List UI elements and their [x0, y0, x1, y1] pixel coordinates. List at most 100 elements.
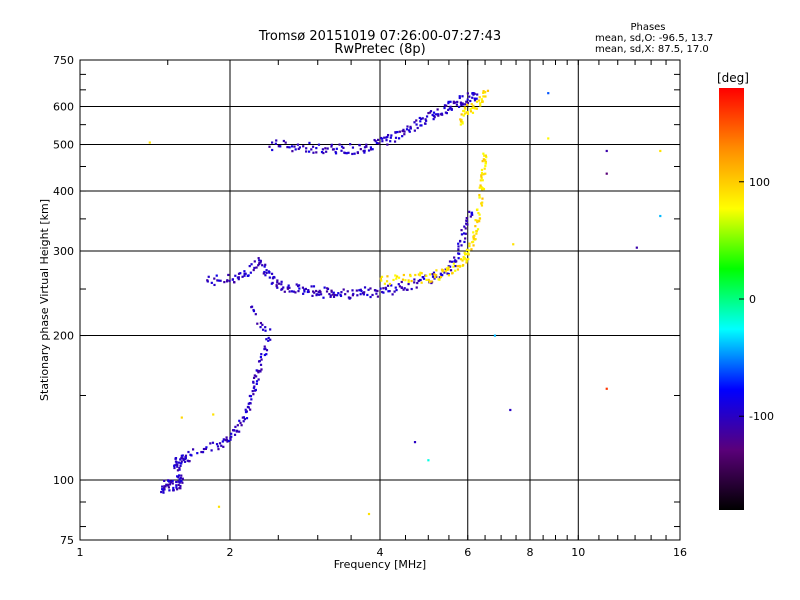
trace-point [453, 256, 456, 259]
trace-point [459, 258, 463, 261]
trace-point [346, 290, 349, 293]
trace-point [373, 138, 376, 142]
x-tick-label: 6 [464, 546, 471, 559]
trace-point [432, 114, 435, 118]
trace-point [253, 260, 256, 263]
trace-point [162, 491, 165, 494]
trace-point [439, 276, 443, 279]
trace-point [408, 130, 411, 133]
y-tick-label: 200 [53, 330, 74, 343]
trace-point [233, 429, 236, 432]
trace-point [470, 248, 473, 251]
trace-point [369, 146, 373, 149]
trace-point [414, 273, 417, 277]
trace-point [220, 444, 223, 447]
trace-point [387, 290, 390, 293]
trace-point [469, 215, 472, 218]
colorbar-tick-label: 0 [749, 293, 756, 306]
trace-point [231, 429, 235, 432]
trace-point [176, 463, 179, 467]
trace-point [328, 292, 331, 296]
trace-point [247, 406, 250, 409]
trace-point [265, 349, 269, 352]
scatter-point [605, 387, 608, 390]
trace-point [473, 97, 476, 100]
trace-point [459, 101, 462, 104]
trace-point [231, 278, 234, 281]
trace-point [477, 99, 481, 102]
trace-point [351, 294, 354, 297]
trace-point [345, 152, 348, 155]
trace-point [334, 150, 337, 154]
trace-point [407, 279, 410, 282]
trace-point [176, 465, 179, 468]
trace-point [298, 146, 301, 149]
trace-point [308, 150, 311, 153]
y-tick-label: 75 [60, 534, 74, 547]
trace-point [335, 147, 338, 150]
trace-point [213, 283, 216, 287]
trace-point [332, 148, 335, 151]
trace-point [163, 485, 166, 488]
trace-point [282, 286, 285, 289]
trace-point [253, 266, 256, 270]
trace-point [452, 101, 455, 105]
trace-point [466, 112, 470, 116]
trace-point [319, 293, 323, 296]
trace-point [452, 265, 455, 268]
trace-point [389, 136, 392, 139]
trace-point [456, 268, 460, 271]
scatter-point [635, 246, 638, 249]
trace-point [389, 140, 392, 143]
trace-point [485, 156, 488, 159]
trace-point [302, 145, 305, 148]
trace-point [242, 416, 246, 419]
trace-point [257, 378, 260, 381]
trace-point [225, 280, 229, 283]
trace-point [282, 139, 285, 143]
trace-point [415, 123, 418, 126]
trace-point [437, 114, 440, 117]
trace-point [322, 151, 325, 155]
trace-point [468, 210, 471, 213]
trace-point [339, 293, 342, 296]
trace-point [472, 104, 475, 107]
trace-point [369, 148, 373, 151]
trace-point [413, 129, 416, 132]
trace-point [420, 117, 423, 121]
trace-point [409, 125, 412, 128]
trace-point [359, 148, 362, 151]
trace-point [288, 290, 291, 293]
trace-point [439, 272, 442, 275]
trace-point [271, 141, 274, 144]
trace-point [162, 488, 165, 491]
y-tick-label: 750 [53, 54, 74, 67]
trace-point [371, 293, 374, 297]
trace-point [477, 211, 480, 215]
trace-point [362, 293, 365, 296]
trace-point [252, 268, 255, 272]
trace-point [443, 106, 446, 110]
trace-point [483, 90, 487, 94]
trace-point [392, 278, 395, 282]
trace-point [458, 252, 461, 255]
trace-point [161, 485, 164, 488]
trace-point [340, 149, 343, 152]
trace-point [397, 276, 401, 279]
trace-point [233, 433, 237, 436]
scatter-point [217, 505, 221, 508]
trace-point [206, 280, 209, 283]
trace-point [270, 272, 274, 275]
trace-point [434, 276, 437, 279]
trace-point [172, 489, 175, 492]
trace-point [383, 282, 387, 285]
trace-point [219, 279, 222, 282]
trace-point [363, 149, 366, 152]
scatter-point [547, 137, 550, 140]
y-tick-label: 100 [53, 474, 74, 487]
trace-point [465, 248, 469, 251]
trace-point [177, 483, 180, 487]
trace-point [366, 293, 369, 297]
trace-point [413, 121, 416, 124]
